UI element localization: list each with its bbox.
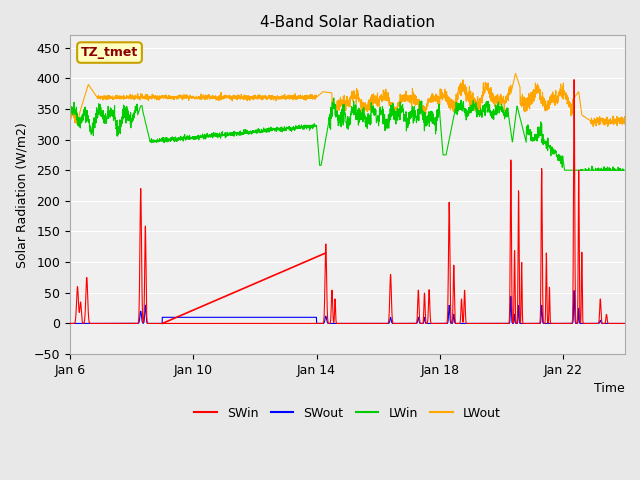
X-axis label: Time: Time — [595, 383, 625, 396]
Text: TZ_tmet: TZ_tmet — [81, 46, 138, 59]
Title: 4-Band Solar Radiation: 4-Band Solar Radiation — [260, 15, 435, 30]
Y-axis label: Solar Radiation (W/m2): Solar Radiation (W/m2) — [15, 122, 28, 267]
Legend: SWin, SWout, LWin, LWout: SWin, SWout, LWin, LWout — [189, 402, 506, 425]
